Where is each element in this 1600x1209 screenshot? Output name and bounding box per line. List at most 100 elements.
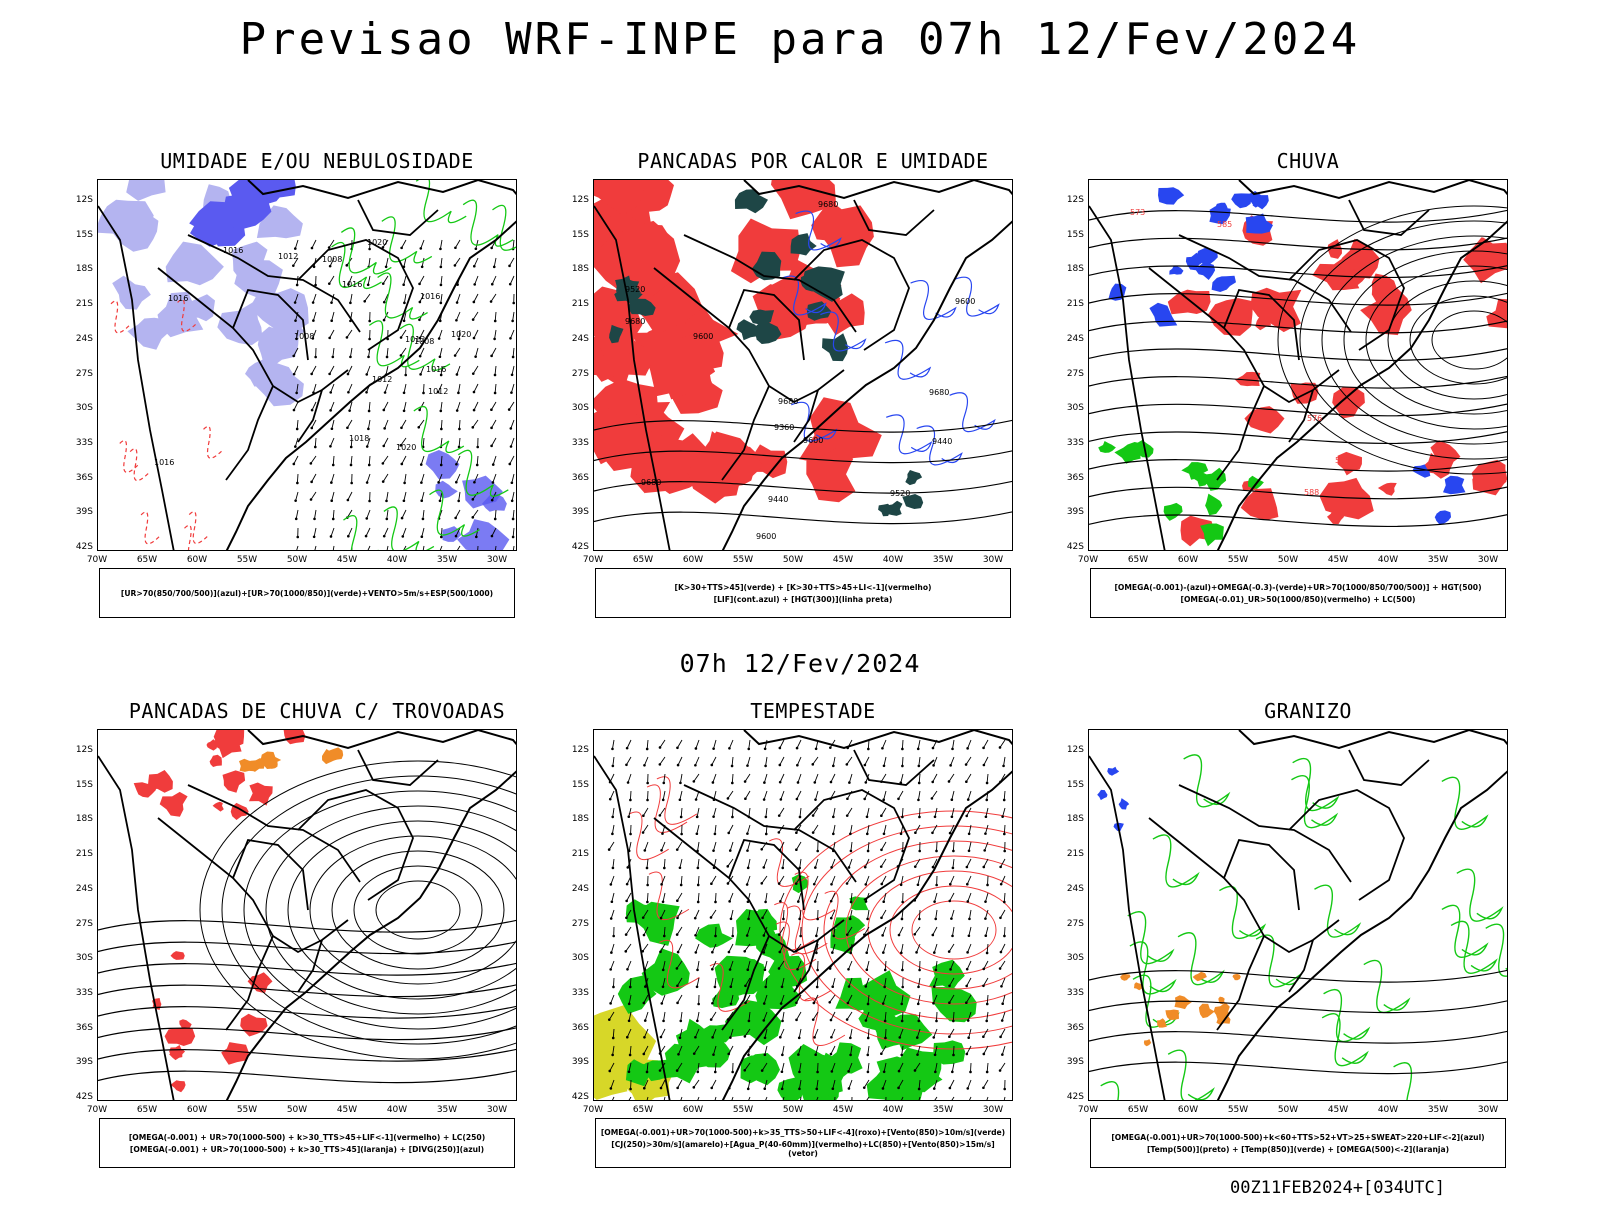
wind-vector — [902, 961, 903, 970]
hgt500-contour — [1410, 296, 1508, 384]
wind-vector — [492, 420, 496, 428]
wind-vector — [491, 283, 494, 286]
lat-tick-label: 42S — [65, 542, 93, 552]
wind-vector — [512, 492, 514, 501]
wind-vector — [513, 348, 514, 357]
wind-vector — [472, 318, 475, 321]
wind-vector — [831, 985, 834, 988]
wind-vector — [711, 968, 714, 971]
legend-line-2: [CJ(250)>30m/s](amarelo)+[Agua_P(40-60mm… — [600, 1140, 1006, 1158]
wind-vector — [796, 747, 799, 750]
wind-vector — [765, 740, 767, 749]
wind-vector — [384, 391, 387, 394]
wind-vector — [677, 740, 682, 748]
wind-vector — [490, 427, 493, 430]
wind-vector — [816, 1071, 819, 1074]
wind-vector — [404, 492, 406, 501]
wind-vector — [968, 849, 971, 852]
wind-vector — [747, 842, 750, 851]
wind-vector — [454, 264, 457, 267]
wind-vector — [696, 969, 699, 972]
lon-tick-label: 60W — [678, 555, 708, 565]
wind-vector — [901, 765, 904, 768]
wind-vector — [815, 893, 818, 902]
wind-vector — [418, 409, 421, 412]
wind-vector — [868, 1046, 869, 1055]
contour-label: 585 — [1217, 220, 1232, 229]
wind-vector — [847, 968, 850, 971]
wind-vector — [679, 866, 682, 869]
wind-vector — [696, 1097, 699, 1101]
contour-label: 9440 — [932, 437, 952, 446]
wind-vector — [744, 797, 747, 800]
humidity-patch-blue — [457, 519, 509, 551]
temp850-contour — [1394, 1063, 1439, 1101]
contour-label: 1008 — [322, 255, 342, 264]
lat-tick-label: 12S — [561, 195, 589, 205]
panel-title: PANCADAS POR CALOR E UMIDADE — [593, 149, 1033, 173]
wind-vector — [747, 876, 750, 885]
lat-tick-label: 36S — [561, 473, 589, 483]
wind-vector — [441, 294, 442, 303]
legend-line-1: [UR>70(850/700/500)](azul)+[UR>70(1000/8… — [104, 589, 510, 598]
wind-vector — [953, 927, 954, 936]
wind-vector — [798, 918, 801, 921]
wind-vector — [294, 456, 298, 464]
wind-vector — [347, 330, 352, 337]
wind-vector — [295, 546, 298, 551]
wind-vector — [328, 337, 331, 340]
legend-line-2: [LIF](cont.azul) + [HGT(300)](linha pret… — [600, 595, 1006, 604]
wind-vector — [711, 1002, 714, 1005]
wind-vector — [368, 420, 370, 429]
country-border — [1217, 386, 1264, 480]
lon-tick-label: 65W — [628, 555, 658, 565]
wind-vector — [884, 791, 886, 800]
wind-vector — [368, 500, 371, 503]
wind-vector — [694, 1080, 699, 1087]
wind-vector — [881, 808, 886, 816]
lat-tick-label: 42S — [561, 542, 589, 552]
wind-vector — [778, 967, 781, 970]
wind-vector — [815, 859, 818, 868]
wind-vector — [401, 348, 406, 355]
wind-vector — [676, 933, 679, 936]
panel-title: PANCADAS DE CHUVA C/ TROVOADAS — [97, 699, 537, 723]
lon-tick-label: 55W — [1223, 555, 1253, 565]
wind-vector — [383, 409, 386, 412]
wind-vector — [864, 883, 867, 886]
wind-vector — [294, 402, 298, 410]
wind-vector — [310, 462, 313, 465]
wind-vector — [919, 910, 920, 919]
wind-vector — [628, 774, 631, 783]
wind-vector — [830, 900, 833, 903]
wind-vector — [513, 510, 514, 519]
wind-vector — [813, 757, 818, 764]
wind-vector — [419, 420, 424, 427]
wind-vector — [659, 814, 662, 817]
wind-vector — [732, 808, 733, 817]
wind-vector — [662, 900, 665, 903]
wind-vector — [680, 816, 683, 819]
wind-vector — [644, 1019, 647, 1022]
wind-vector — [880, 848, 883, 851]
wind-vector — [901, 1020, 904, 1023]
wind-vector — [369, 456, 370, 465]
wind-vector — [681, 808, 682, 817]
wind-vector — [664, 1012, 665, 1021]
wind-vector — [476, 446, 479, 449]
wind-vector — [612, 867, 615, 870]
wind-vector — [474, 384, 478, 392]
wind-vector — [363, 300, 366, 303]
wind-vector — [625, 900, 628, 903]
wind-vector — [726, 865, 729, 868]
wind-vector — [491, 535, 494, 538]
wind-vector — [331, 402, 334, 410]
wind-vector — [965, 1001, 968, 1004]
wind-vector — [643, 764, 646, 767]
wind-vector — [697, 1003, 700, 1006]
wind-vector — [764, 791, 767, 800]
wind-vector — [368, 338, 371, 341]
